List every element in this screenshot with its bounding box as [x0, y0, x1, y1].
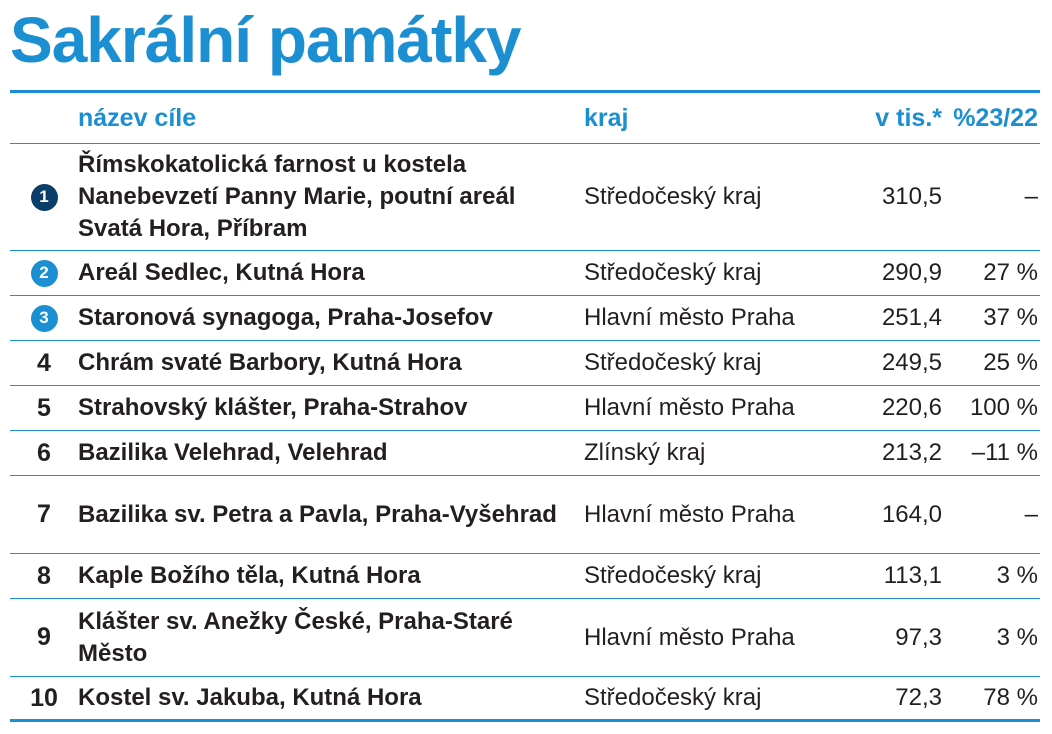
table-row: 7 Bazilika sv. Petra a Pavla, Praha-Vyšeh… — [10, 476, 1040, 554]
header-change: %23/22 — [953, 103, 1038, 132]
table-row: 4 Chrám svaté Barbory, Kutná Hora Středoče… — [10, 341, 1040, 386]
destination-name: Chrám svaté Barbory, Kutná Hora — [78, 349, 462, 376]
region-name: Středočeský kraj — [584, 562, 762, 589]
change-percent: – — [1024, 500, 1038, 528]
rank-number: 8 — [37, 561, 51, 590]
destination-name: Kostel sv. Jakuba, Kutná Hora — [78, 684, 422, 711]
rank-number: 4 — [37, 348, 51, 377]
rank-cell: 7 — [10, 500, 78, 529]
region-name: Hlavní město Praha — [584, 304, 795, 331]
region-name: Hlavní město Praha — [584, 500, 795, 528]
change-percent: 27 % — [983, 259, 1038, 286]
rank-cell: 5 — [10, 394, 78, 423]
visitors-value: 290,9 — [881, 259, 942, 286]
destination-name: Bazilika sv. Petra a Pavla, Praha-Vyšehr… — [78, 500, 557, 528]
visitors-value: 249,5 — [881, 349, 942, 376]
table-row: 5 Strahovský klášter, Praha-Strahov Hlavní… — [10, 386, 1040, 431]
region-name: Středočeský kraj — [584, 259, 762, 286]
rank-number: 10 — [30, 683, 58, 712]
change-percent: 3 % — [996, 562, 1038, 589]
rank-number: 9 — [37, 623, 51, 651]
region-name: Hlavní město Praha — [584, 394, 795, 421]
header-name: název cíle — [78, 104, 197, 132]
visitors-value: 310,5 — [881, 183, 942, 210]
destination-name: Strahovský klášter, Praha-Strahov — [78, 394, 468, 421]
visitors-value: 164,0 — [881, 500, 942, 528]
visitors-value: 213,2 — [881, 439, 942, 466]
table-row: 2 Areál Sedlec, Kutná Hora Středočeský kra… — [10, 251, 1040, 296]
table-row: 1 Římskokatolická farnost u kostela Naneb… — [10, 144, 1040, 251]
visitors-value: 113,1 — [883, 562, 942, 589]
visitors-value: 251,4 — [881, 304, 942, 331]
visitors-value: 220,6 — [881, 394, 942, 421]
rank-number: 5 — [37, 393, 51, 422]
header-region: kraj — [584, 103, 629, 132]
table-row: 10 Kostel sv. Jakuba, Kutná Hora Středočes… — [10, 677, 1040, 722]
rank-badge: 3 — [30, 304, 58, 332]
destination-name: Kaple Božího těla, Kutná Hora — [78, 562, 421, 589]
destination-name: Římskokatolická farnost u kostela Nanebe… — [78, 151, 516, 242]
rank-cell: 1 — [10, 183, 78, 211]
region-name: Hlavní město Praha — [584, 623, 795, 651]
change-percent: 78 % — [983, 684, 1038, 711]
rank-cell: 8 — [10, 562, 78, 591]
table-row: 6 Bazilika Velehrad, Velehrad Zlínský kraj… — [10, 431, 1040, 476]
table-body: 1 Římskokatolická farnost u kostela Naneb… — [10, 144, 1040, 722]
destination-name: Areál Sedlec, Kutná Hora — [78, 259, 365, 286]
region-name: Středočeský kraj — [584, 684, 762, 711]
destination-name: Klášter sv. Anežky České, Praha-Staré Mě… — [78, 607, 513, 667]
visitors-value: 72,3 — [895, 684, 942, 711]
change-percent: 37 % — [983, 304, 1038, 331]
ranking-table: název cíle kraj v tis.* %23/22 1 Římskoka… — [10, 90, 1040, 722]
change-percent: – — [1024, 183, 1038, 210]
table-row: 8 Kaple Božího těla, Kutná Hora Středočesk… — [10, 554, 1040, 599]
table-row: 9 Klášter sv. Anežky České, Praha-Staré M… — [10, 599, 1040, 677]
rank-cell: 4 — [10, 349, 78, 378]
region-name: Středočeský kraj — [584, 183, 762, 210]
rank-cell: 2 — [10, 259, 78, 287]
rank-number: 6 — [37, 438, 51, 467]
table-header: název cíle kraj v tis.* %23/22 — [10, 93, 1040, 144]
region-name: Středočeský kraj — [584, 349, 762, 376]
rank-cell: 10 — [10, 684, 78, 713]
rank-cell: 3 — [10, 304, 78, 332]
destination-name: Bazilika Velehrad, Velehrad — [78, 439, 388, 466]
header-value: v tis.* — [875, 103, 942, 132]
destination-name: Staronová synagoga, Praha-Josefov — [78, 304, 493, 331]
change-percent: 3 % — [996, 623, 1038, 651]
rank-badge: 1 — [30, 183, 58, 211]
change-percent: 25 % — [983, 349, 1038, 376]
page-title: Sakrální památky — [10, 4, 521, 76]
change-percent: 100 % — [969, 394, 1038, 421]
table-row: 3 Staronová synagoga, Praha-Josefov Hlavní… — [10, 296, 1040, 341]
rank-cell: 9 — [10, 623, 78, 652]
rank-number: 7 — [37, 500, 51, 528]
change-percent: –11 % — [971, 439, 1038, 466]
region-name: Zlínský kraj — [584, 439, 706, 466]
rank-cell: 6 — [10, 439, 78, 468]
rank-badge: 2 — [30, 259, 58, 287]
visitors-value: 97,3 — [895, 623, 942, 651]
